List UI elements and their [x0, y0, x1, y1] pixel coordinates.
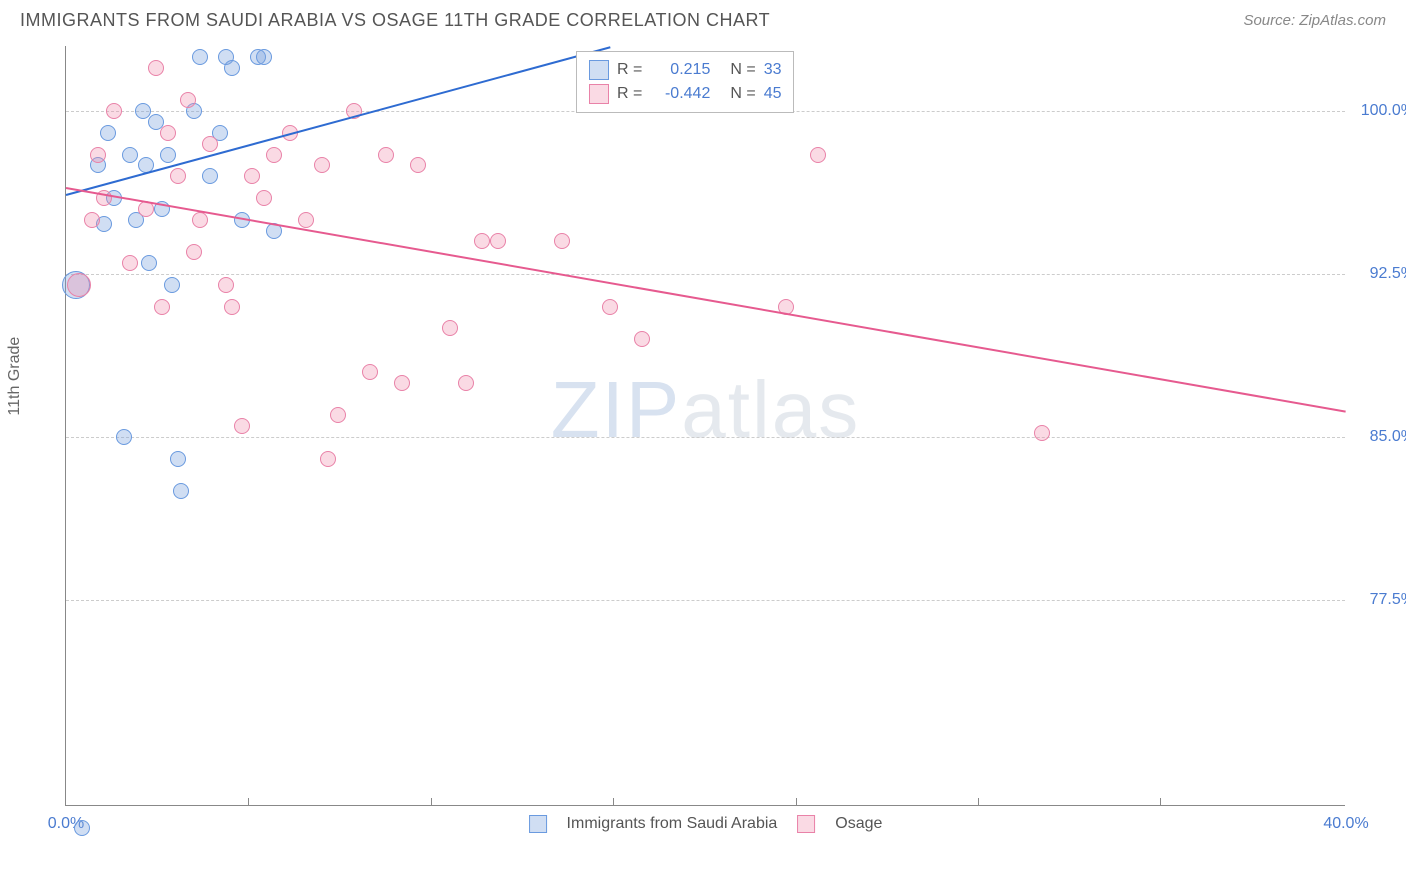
data-point [122, 147, 138, 163]
legend-series-name: Osage [835, 815, 882, 833]
legend-swatch [529, 815, 547, 833]
data-point [148, 60, 164, 76]
data-point [490, 233, 506, 249]
data-point [173, 483, 189, 499]
x-minor-tick [613, 798, 614, 806]
data-point [634, 331, 650, 347]
data-point [224, 299, 240, 315]
data-point [234, 418, 250, 434]
data-point [298, 212, 314, 228]
x-minor-tick [1160, 798, 1161, 806]
data-point [67, 273, 91, 297]
data-point [154, 299, 170, 315]
data-point [810, 147, 826, 163]
grid-line-horizontal [66, 437, 1345, 438]
y-tick-label: 77.5% [1370, 591, 1406, 609]
data-point [186, 244, 202, 260]
x-tick-label: 40.0% [1323, 815, 1368, 833]
x-minor-tick [431, 798, 432, 806]
data-point [100, 125, 116, 141]
data-point [141, 255, 157, 271]
legend-swatch [589, 60, 609, 80]
data-point [74, 820, 90, 836]
data-point [170, 451, 186, 467]
y-tick-label: 85.0% [1370, 428, 1406, 446]
data-point [474, 233, 490, 249]
data-point [160, 125, 176, 141]
data-point [90, 147, 106, 163]
legend-swatch [589, 84, 609, 104]
x-minor-tick [978, 798, 979, 806]
data-point [164, 277, 180, 293]
data-point [116, 429, 132, 445]
data-point [180, 92, 196, 108]
y-tick-label: 100.0% [1361, 102, 1406, 120]
data-point [410, 157, 426, 173]
legend-n-value: 45 [764, 85, 782, 103]
data-point [266, 147, 282, 163]
data-point [202, 136, 218, 152]
data-point [224, 60, 240, 76]
data-point [192, 49, 208, 65]
grid-line-horizontal [66, 274, 1345, 275]
watermark-thin: atlas [681, 365, 860, 454]
data-point [256, 190, 272, 206]
data-point [244, 168, 260, 184]
data-point [106, 103, 122, 119]
data-point [256, 49, 272, 65]
plot-area: ZIPatlas 77.5%85.0%92.5%100.0%0.0%40.0%R… [65, 46, 1345, 806]
chart-container: 11th Grade ZIPatlas 77.5%85.0%92.5%100.0… [20, 36, 1386, 856]
data-point [442, 320, 458, 336]
legend-n-label: N = [730, 61, 755, 79]
data-point [122, 255, 138, 271]
data-point [160, 147, 176, 163]
legend-row: R = -0.442 N = 45 [589, 82, 781, 106]
data-point [218, 277, 234, 293]
legend-series-name: Immigrants from Saudi Arabia [567, 815, 778, 833]
data-point [170, 168, 186, 184]
watermark-bold: ZIP [551, 365, 681, 454]
data-point [458, 375, 474, 391]
legend-r-label: R = [617, 85, 642, 103]
legend-r-label: R = [617, 61, 642, 79]
y-axis-label: 11th Grade [6, 337, 24, 416]
data-point [330, 407, 346, 423]
chart-header: IMMIGRANTS FROM SAUDI ARABIA VS OSAGE 11… [0, 0, 1406, 36]
data-point [362, 364, 378, 380]
y-tick-label: 92.5% [1370, 265, 1406, 283]
x-minor-tick [796, 798, 797, 806]
data-point [320, 451, 336, 467]
legend-r-value: 0.215 [650, 61, 710, 79]
legend-n-value: 33 [764, 61, 782, 79]
data-point [314, 157, 330, 173]
legend-n-label: N = [730, 85, 755, 103]
watermark: ZIPatlas [551, 364, 860, 456]
correlation-legend: R = 0.215 N = 33 R = -0.442 N = 45 [576, 51, 794, 113]
grid-line-horizontal [66, 600, 1345, 601]
legend-r-value: -0.442 [650, 85, 710, 103]
series-legend: Immigrants from Saudi Arabia Osage [529, 815, 883, 833]
legend-row: R = 0.215 N = 33 [589, 58, 781, 82]
data-point [602, 299, 618, 315]
chart-title: IMMIGRANTS FROM SAUDI ARABIA VS OSAGE 11… [20, 10, 770, 31]
data-point [1034, 425, 1050, 441]
data-point [84, 212, 100, 228]
data-point [192, 212, 208, 228]
trend-line [66, 187, 1346, 413]
chart-source: Source: ZipAtlas.com [1243, 12, 1386, 29]
legend-swatch [797, 815, 815, 833]
data-point [554, 233, 570, 249]
data-point [202, 168, 218, 184]
x-minor-tick [248, 798, 249, 806]
data-point [378, 147, 394, 163]
data-point [394, 375, 410, 391]
